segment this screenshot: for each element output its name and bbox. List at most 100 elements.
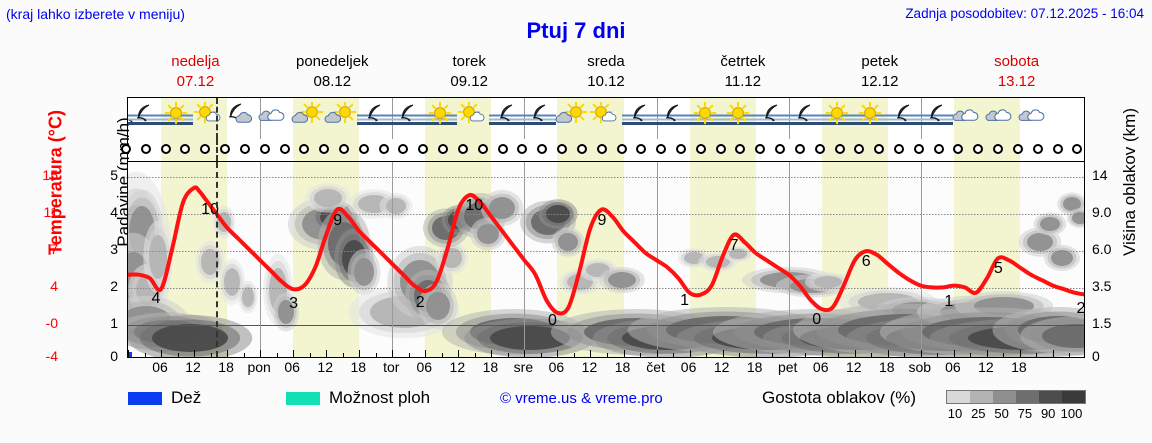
day-header-nedelja: nedelja 07.12 (127, 52, 264, 94)
day-date: 10.12 (587, 73, 625, 90)
night-shade-band (953, 139, 1020, 161)
x-axis-tick-label: 18 (614, 359, 631, 375)
day-gridline (392, 162, 394, 357)
sun-cloudy-icon (324, 102, 358, 134)
cloud-density-tick: 75 (1017, 406, 1033, 421)
hour-circle-marker (438, 144, 449, 154)
hour-circle-marker (418, 144, 429, 154)
x-axis-tick-mark (887, 350, 889, 357)
hour-circle-marker (973, 144, 984, 154)
last-update-label: Zadnja posodobitev: 07.12.2025 - 16:04 (905, 6, 1144, 21)
hour-circle-marker (1072, 144, 1083, 154)
current-time-marker (216, 98, 219, 139)
moon-fog-icon (522, 102, 557, 134)
temperature-extreme-label: 5 (993, 260, 1003, 278)
sun-cloudy-icon (291, 102, 325, 134)
sun-cloudy-icon (555, 102, 589, 134)
x-axis-tick-label: 18 (1011, 359, 1027, 375)
day-header-sreda: sreda 10.12 (538, 52, 675, 94)
day-date: 11.12 (724, 73, 762, 90)
hour-circle-marker (675, 144, 686, 154)
hour-circle-marker (775, 144, 786, 154)
hour-circle-marker (121, 144, 131, 154)
temperature-extreme-label: 10 (465, 197, 484, 215)
x-axis-tick-mark (821, 350, 823, 357)
precipitation-tick: 4 (110, 204, 118, 220)
x-axis-tick-label: 12 (185, 359, 201, 375)
cloudy-icon (1018, 102, 1052, 134)
x-axis-tick-mark (326, 350, 328, 357)
x-axis-tick-mark (458, 350, 460, 357)
current-time-marker (216, 162, 219, 357)
day-name: sobota (994, 53, 1040, 70)
hour-circle-marker (933, 144, 944, 154)
x-axis-tick-mark (342, 353, 344, 357)
legend-rain: Dež (128, 388, 201, 408)
moon-fog-icon (885, 102, 920, 134)
hour-circle-marker (457, 144, 468, 154)
temperature-extreme-label: 10 (201, 200, 219, 218)
cloudheight-tick: 0 (1092, 348, 1100, 364)
moon-fog-icon (654, 102, 689, 134)
x-axis-tick-label: 18 (746, 359, 763, 375)
temperature-tick: 4 (50, 278, 58, 294)
hour-circle-marker (814, 144, 825, 154)
x-axis-tick-mark (689, 350, 691, 357)
x-axis-tick-mark (194, 350, 196, 357)
horizontal-gridline (128, 251, 1084, 252)
temperature-extreme-label: 2 (1076, 299, 1085, 317)
cloudheight-axis-title: Višina oblakov (km) (1120, 107, 1139, 257)
x-axis-tick-label: 18 (350, 359, 367, 375)
hour-circle-marker (755, 144, 766, 154)
x-axis-tick-mark (1003, 353, 1005, 357)
day-name: četrtek (720, 53, 766, 70)
x-axis-tick-mark (623, 350, 625, 357)
day-name: petek (861, 53, 899, 70)
sun-fog-icon (159, 102, 194, 134)
temperature-extreme-label: 2 (415, 294, 425, 312)
copyright-link[interactable]: © vreme.us & vreme.pro (500, 390, 663, 407)
x-axis-tick-mark (986, 350, 988, 357)
precipitation-bar (129, 352, 132, 357)
x-axis-tick-label: 18 (482, 359, 499, 375)
x-axis-tick-mark (474, 353, 476, 357)
x-axis-tick-mark (838, 353, 840, 357)
temperature-extreme-label: 0 (812, 310, 822, 328)
day-header-sobota: sobota 13.12 (948, 52, 1085, 94)
day-name: ponedeljek (296, 53, 369, 70)
sun-partly-cloudy-icon (456, 102, 490, 134)
sun-fog-icon (819, 102, 854, 134)
hour-circle-marker (1032, 144, 1043, 154)
hour-circle-marker (695, 144, 706, 154)
day-header-row: nedelja 07.12 ponedeljek 08.12 torek 09.12 sre… (127, 52, 1085, 94)
x-axis-tick-mark (276, 353, 278, 357)
x-axis-tick-label: pet (777, 359, 798, 375)
cloudheight-tick: 6.0 (1092, 241, 1112, 257)
temperature-extreme-label: 0 (547, 312, 557, 330)
hour-circle-marker (874, 144, 885, 154)
hour-circle-marker (477, 144, 488, 154)
x-axis-tick-mark (524, 350, 526, 357)
day-header-ponedeljek: ponedeljek 08.12 (264, 52, 401, 94)
cloud-density-swatch (970, 391, 993, 403)
x-axis-tick-mark (590, 350, 592, 357)
x-axis-tick-mark (177, 353, 179, 357)
current-time-marker (216, 139, 219, 161)
temperature-extreme-label: 1 (944, 292, 954, 310)
hour-circle-marker (1052, 144, 1063, 154)
hour-marker-strip (121, 139, 1085, 161)
hour-circle-marker (913, 144, 924, 154)
cloudy-icon (952, 102, 986, 134)
cloud-density-swatch (1016, 391, 1039, 403)
hour-circle-marker (616, 144, 627, 154)
cloud-density-tick: 50 (994, 406, 1009, 421)
hour-circle-marker (794, 144, 805, 154)
hour-circle-marker (557, 144, 568, 154)
hour-circle-marker (160, 144, 171, 154)
horizontal-gridline (128, 214, 1084, 215)
temperature-tick: -0 (45, 315, 58, 331)
legend-showers: Možnost ploh (286, 388, 430, 408)
x-axis-tick-mark (755, 350, 757, 357)
x-axis-tick-mark (937, 353, 939, 357)
day-header-torek: torek 09.12 (401, 52, 538, 94)
